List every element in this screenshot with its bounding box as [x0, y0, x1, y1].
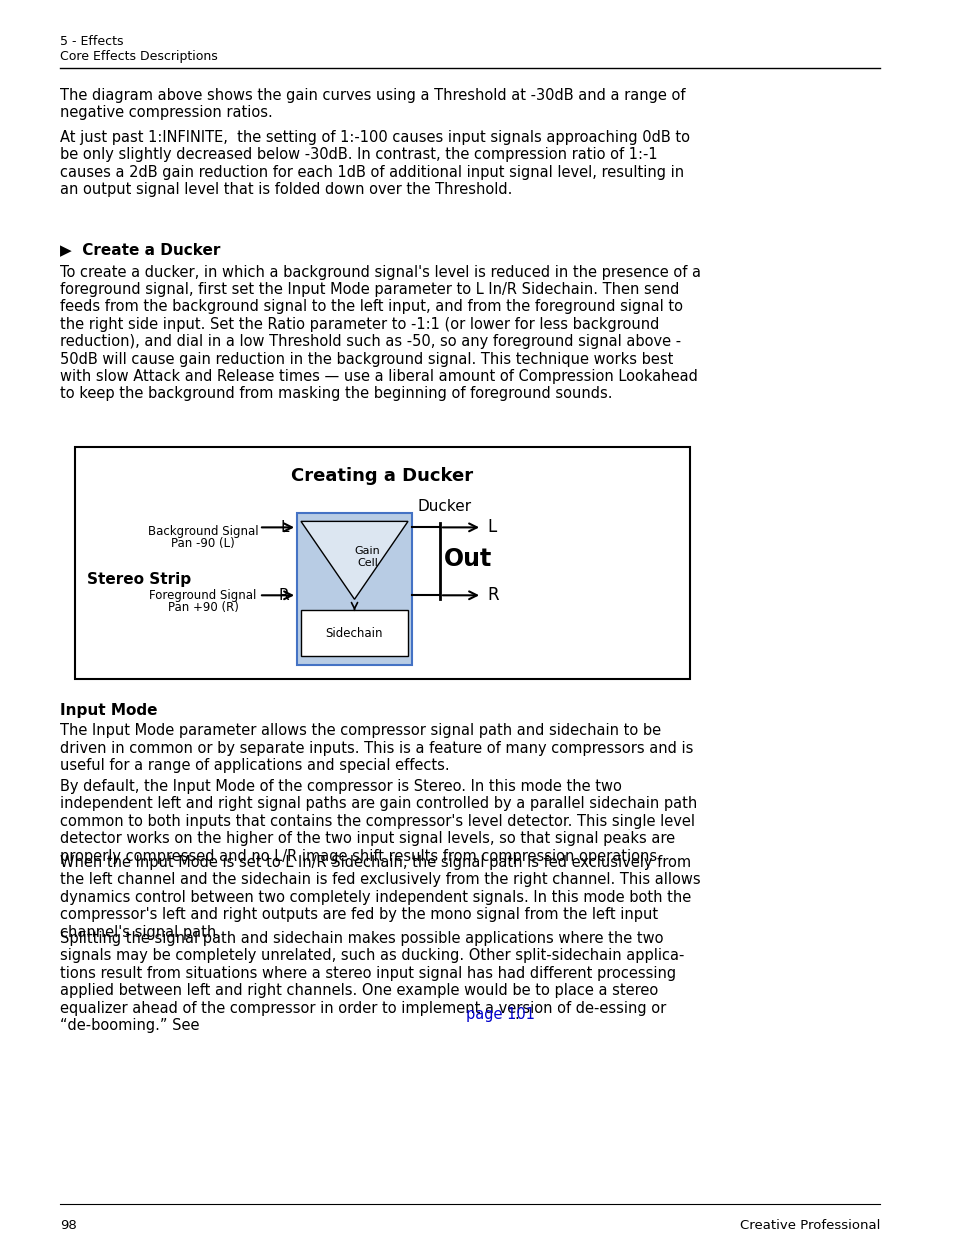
- Text: Input Mode: Input Mode: [60, 703, 157, 719]
- Text: R: R: [486, 587, 498, 604]
- Text: Pan +90 (R): Pan +90 (R): [168, 600, 238, 614]
- Text: R: R: [278, 588, 289, 603]
- Text: L: L: [486, 519, 496, 536]
- Text: 5 - Effects: 5 - Effects: [60, 35, 123, 48]
- Text: When the Input Mode is set to L In/R Sidechain, the signal path is fed exclusive: When the Input Mode is set to L In/R Sid…: [60, 855, 700, 940]
- Text: The diagram above shows the gain curves using a Threshold at -30dB and a range o: The diagram above shows the gain curves …: [60, 88, 685, 120]
- Text: Creative Professional: Creative Professional: [739, 1219, 879, 1231]
- Text: Out: Out: [443, 547, 492, 572]
- Text: Sidechain: Sidechain: [325, 626, 383, 640]
- Text: Splitting the signal path and sidechain makes possible applications where the tw: Splitting the signal path and sidechain …: [60, 931, 683, 1032]
- Text: .: .: [514, 1007, 518, 1021]
- Text: By default, the Input Mode of the compressor is Stereo. In this mode the two
ind: By default, the Input Mode of the compre…: [60, 779, 697, 863]
- Text: Background Signal: Background Signal: [148, 525, 258, 538]
- Text: 98: 98: [60, 1219, 76, 1231]
- Text: Gain
Cell: Gain Cell: [355, 546, 380, 568]
- Text: Stereo Strip: Stereo Strip: [87, 572, 191, 587]
- Text: L: L: [280, 520, 289, 535]
- Text: To create a ducker, in which a background signal's level is reduced in the prese: To create a ducker, in which a backgroun…: [60, 264, 700, 401]
- Bar: [301, 610, 408, 656]
- Text: Ducker: Ducker: [417, 499, 472, 515]
- Text: The Input Mode parameter allows the compressor signal path and sidechain to be
d: The Input Mode parameter allows the comp…: [60, 724, 693, 773]
- Polygon shape: [301, 521, 408, 599]
- Bar: [75, 447, 689, 679]
- Text: Foreground Signal: Foreground Signal: [150, 589, 256, 601]
- Text: Creating a Ducker: Creating a Ducker: [291, 468, 473, 485]
- Text: Pan -90 (L): Pan -90 (L): [171, 537, 234, 550]
- Text: ▶  Create a Ducker: ▶ Create a Ducker: [60, 242, 220, 257]
- Text: At just past 1:INFINITE,  the setting of 1:-100 causes input signals approaching: At just past 1:INFINITE, the setting of …: [60, 130, 689, 198]
- Bar: [296, 514, 412, 666]
- Text: Core Effects Descriptions: Core Effects Descriptions: [60, 49, 217, 63]
- Text: page 101: page 101: [465, 1007, 535, 1021]
